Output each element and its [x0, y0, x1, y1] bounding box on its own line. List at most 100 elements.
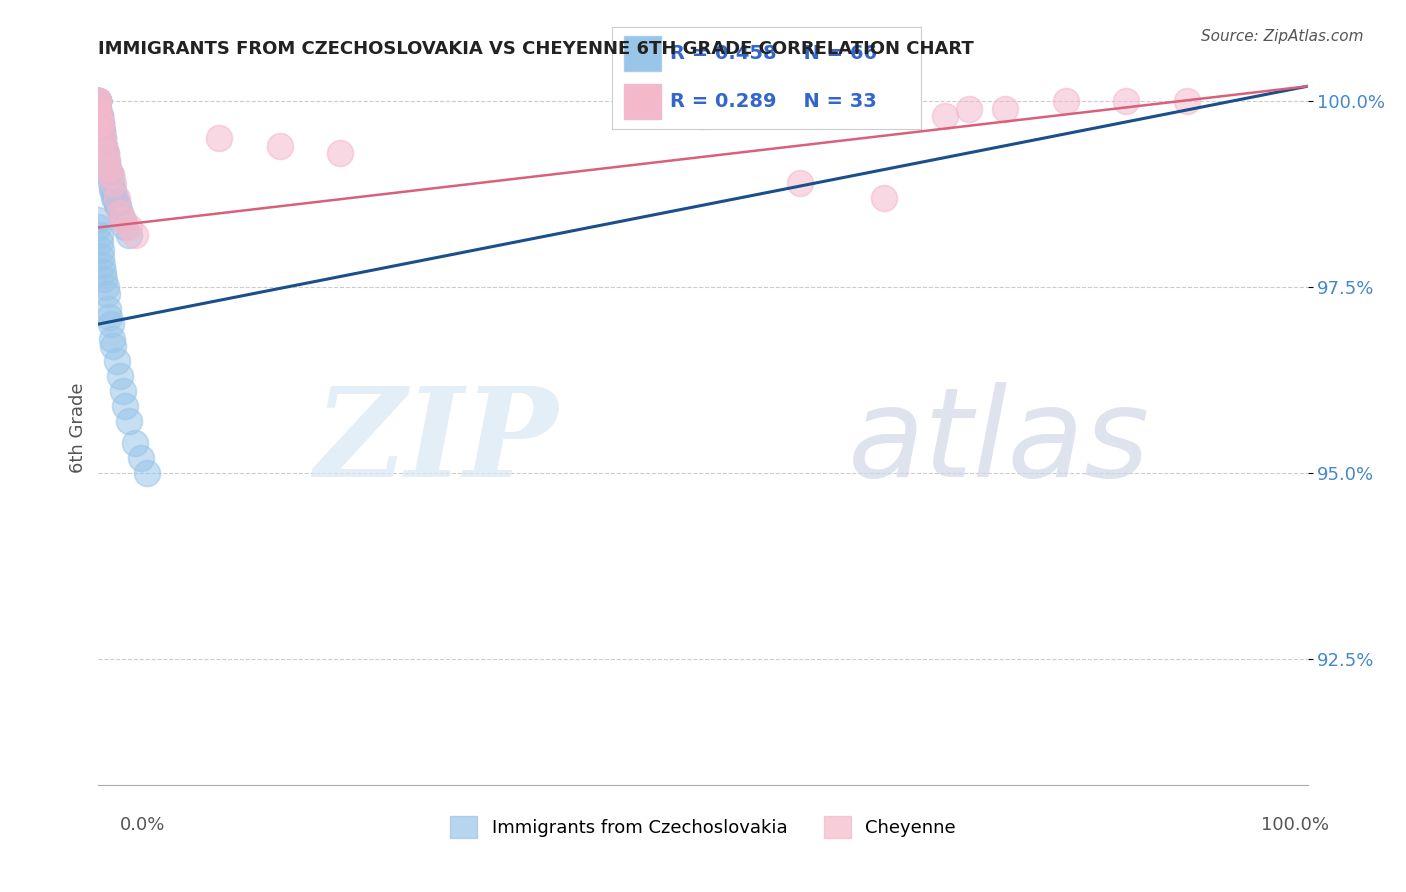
Point: [103, 191, 125, 205]
Point: [692, 109, 714, 123]
Point: [105, 191, 128, 205]
Point: [87, 94, 110, 108]
Point: [118, 414, 141, 428]
Point: [101, 183, 124, 197]
Point: [789, 176, 811, 190]
Point: [89, 227, 111, 242]
Point: [87, 94, 110, 108]
Point: [93, 272, 115, 286]
Point: [1115, 94, 1137, 108]
Point: [87, 94, 110, 108]
Point: [135, 466, 157, 480]
Point: [108, 205, 131, 219]
Text: 0.0%: 0.0%: [120, 816, 165, 834]
Point: [87, 102, 110, 116]
Point: [100, 332, 122, 346]
Point: [93, 146, 115, 161]
Point: [90, 250, 112, 264]
Point: [87, 94, 110, 108]
Text: R = 0.289    N = 33: R = 0.289 N = 33: [671, 92, 877, 112]
Point: [94, 146, 117, 161]
Point: [100, 169, 122, 183]
Point: [114, 399, 136, 413]
Point: [118, 220, 141, 235]
Point: [87, 94, 110, 108]
Point: [994, 102, 1017, 116]
Point: [90, 116, 112, 130]
Point: [104, 191, 127, 205]
Point: [100, 169, 122, 183]
Point: [105, 354, 128, 368]
Point: [101, 339, 124, 353]
Point: [111, 213, 134, 227]
Point: [97, 161, 120, 175]
Text: R = 0.458    N = 66: R = 0.458 N = 66: [671, 44, 877, 63]
Point: [90, 116, 112, 130]
Point: [105, 198, 128, 212]
Point: [934, 109, 956, 123]
Point: [90, 243, 112, 257]
Point: [100, 176, 122, 190]
Point: [100, 183, 122, 197]
Point: [87, 102, 110, 116]
Point: [873, 191, 896, 205]
Point: [269, 138, 291, 153]
Point: [96, 287, 118, 301]
Point: [91, 124, 114, 138]
Point: [98, 310, 121, 324]
Point: [1175, 94, 1198, 108]
Point: [87, 213, 110, 227]
Text: IMMIGRANTS FROM CZECHOSLOVAKIA VS CHEYENNE 6TH GRADE CORRELATION CHART: IMMIGRANTS FROM CZECHOSLOVAKIA VS CHEYEN…: [98, 40, 974, 58]
Point: [87, 94, 110, 108]
Point: [101, 176, 124, 190]
Point: [94, 280, 117, 294]
Point: [96, 153, 118, 168]
Point: [91, 124, 114, 138]
Point: [91, 265, 114, 279]
Point: [114, 220, 136, 235]
Point: [87, 102, 110, 116]
Point: [94, 146, 117, 161]
Text: ZIP: ZIP: [314, 382, 558, 503]
Text: 100.0%: 100.0%: [1261, 816, 1329, 834]
Point: [93, 138, 115, 153]
Point: [124, 436, 146, 450]
Point: [97, 302, 120, 317]
Point: [87, 109, 110, 123]
Point: [89, 116, 111, 130]
FancyBboxPatch shape: [624, 36, 661, 70]
Point: [96, 153, 118, 168]
Point: [91, 258, 114, 272]
Point: [91, 124, 114, 138]
Point: [93, 138, 115, 153]
Point: [87, 94, 110, 108]
Point: [87, 94, 110, 108]
Point: [87, 94, 110, 108]
Point: [108, 205, 131, 219]
Point: [91, 138, 114, 153]
Point: [957, 102, 980, 116]
Point: [87, 220, 110, 235]
Point: [1054, 94, 1077, 108]
Point: [208, 131, 231, 145]
Point: [87, 94, 110, 108]
Point: [89, 235, 111, 250]
Point: [89, 116, 111, 130]
Point: [87, 94, 110, 108]
Point: [108, 369, 131, 384]
Point: [100, 317, 122, 331]
Point: [107, 198, 129, 212]
Point: [87, 109, 110, 123]
Point: [91, 131, 114, 145]
Point: [91, 131, 114, 145]
Point: [89, 109, 111, 123]
FancyBboxPatch shape: [624, 84, 661, 119]
Text: atlas: atlas: [848, 382, 1150, 503]
Point: [98, 169, 121, 183]
Y-axis label: 6th Grade: 6th Grade: [69, 383, 87, 474]
Point: [118, 227, 141, 242]
Point: [91, 131, 114, 145]
Point: [111, 213, 134, 227]
Point: [90, 124, 112, 138]
Point: [124, 227, 146, 242]
